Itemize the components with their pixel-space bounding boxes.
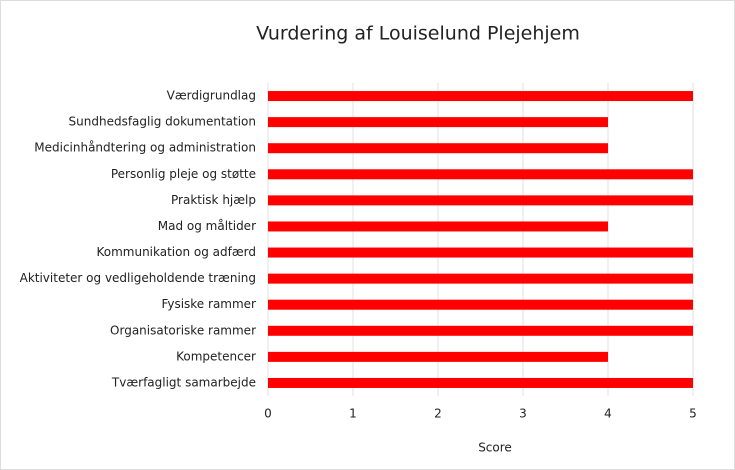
bar — [268, 325, 693, 336]
x-axis-label: Score — [478, 441, 512, 455]
x-tick-label: 5 — [689, 407, 697, 421]
x-tick-label: 3 — [519, 407, 527, 421]
y-tick-label: Aktiviteter og vedligeholdende træning — [20, 271, 256, 285]
x-tick-label: 2 — [434, 407, 442, 421]
y-tick-label: Medicinhåndtering og administration — [34, 141, 256, 155]
y-tick-label: Organisatoriske rammer — [110, 323, 256, 337]
y-tick-label: Kompetencer — [176, 349, 256, 363]
bar — [268, 91, 693, 102]
y-tick-label: Kommunikation og adfærd — [96, 245, 256, 259]
y-tick-label: Tværfagligt samarbejde — [111, 375, 256, 389]
bar — [268, 377, 693, 388]
x-tick-label: 4 — [604, 407, 612, 421]
bar — [268, 143, 608, 154]
bar — [268, 351, 608, 362]
y-tick-label: Værdigrundlag — [167, 89, 256, 103]
bar — [268, 299, 693, 310]
x-tick-label: 0 — [264, 407, 272, 421]
bar — [268, 221, 608, 232]
y-tick-label: Praktisk hjælp — [171, 193, 256, 207]
y-tick-label: Sundhedsfaglig dokumentation — [69, 115, 256, 129]
chart-title: Vurdering af Louiselund Plejehjem — [256, 23, 580, 45]
bar — [268, 117, 608, 128]
x-tick-label: 1 — [349, 407, 357, 421]
bar — [268, 169, 693, 180]
y-tick-label: Personlig pleje og støtte — [111, 167, 256, 181]
y-tick-label: Mad og måltider — [158, 219, 256, 233]
bar — [268, 195, 693, 206]
bar — [268, 247, 693, 258]
y-tick-label: Fysiske rammer — [162, 297, 257, 311]
bar — [268, 273, 693, 284]
